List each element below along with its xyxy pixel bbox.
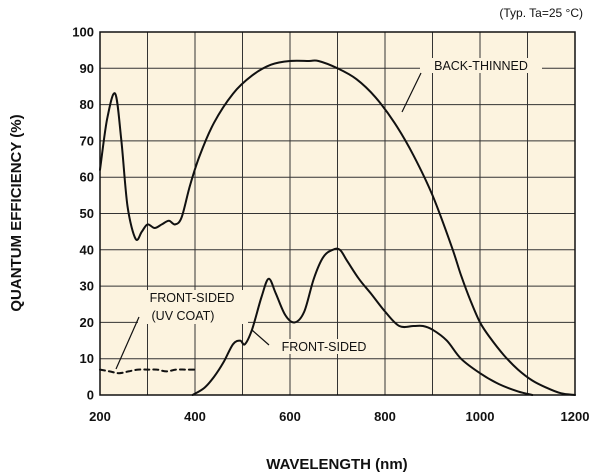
y-tick-label: 70: [80, 133, 94, 148]
x-tick-label: 200: [89, 409, 111, 424]
condition-note: (Typ. Ta=25 °C): [499, 6, 583, 20]
curve-labels: BACK-THINNED FRONT-SIDED FRONT-SIDED (UV CO…: [115, 58, 542, 370]
uv-coat-leader: [115, 316, 140, 370]
label-bg: [138, 290, 248, 324]
y-axis-title: QUANTUM EFFICIENCY (%): [8, 114, 25, 311]
y-tick-label: 50: [80, 206, 94, 221]
y-tick-label: 30: [80, 279, 94, 294]
front-sided-uv-coat-curve: [99, 368, 196, 375]
series-curves: [99, 59, 576, 396]
x-tick-label: 1000: [466, 409, 495, 424]
plot-frame: [99, 31, 576, 396]
back-thinned-curve: [99, 59, 576, 396]
front-sided-curve: [191, 247, 534, 396]
y-tick-label: 90: [80, 61, 94, 76]
y-tick-label: 10: [80, 351, 94, 366]
back-thinned-leader: [401, 72, 422, 113]
uv-coat-label-line-2: (UV COAT): [152, 309, 215, 323]
y-tick-label: 100: [72, 25, 94, 40]
front-sided-label: FRONT-SIDED: [282, 340, 367, 354]
y-tick-label: 80: [80, 97, 94, 112]
tick-labels: 0 10 20 30 40 50 60 70 80 90 100 200 400 600 800 1000 12…: [72, 25, 589, 425]
label-bg: [268, 339, 380, 354]
x-axis-title: WAVELENGTH (nm): [266, 456, 407, 473]
x-tick-label: 1200: [561, 409, 590, 424]
x-tick-label: 800: [374, 409, 396, 424]
x-tick-label: 400: [184, 409, 206, 424]
front-sided-leader: [251, 329, 270, 346]
uv-coat-label-line-1: FRONT-SIDED: [150, 291, 235, 305]
y-tick-label: 60: [80, 170, 94, 185]
grid: [100, 32, 575, 395]
y-tick-label: 0: [87, 388, 94, 403]
y-tick-label: 20: [80, 315, 94, 330]
x-tick-label: 600: [279, 409, 301, 424]
y-tick-label: 40: [80, 242, 94, 257]
label-bg: [420, 58, 542, 73]
back-thinned-label: BACK-THINNED: [434, 59, 528, 73]
